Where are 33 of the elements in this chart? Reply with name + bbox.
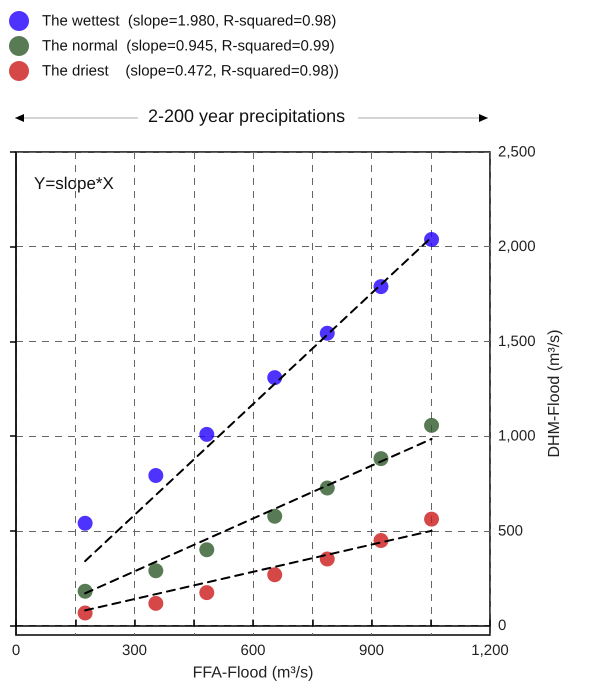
point <box>267 508 282 524</box>
point <box>267 567 282 582</box>
annotation: Y=slope*X <box>34 174 114 193</box>
point <box>424 232 440 248</box>
x-tick-label: 1,200 <box>471 642 509 659</box>
point <box>199 542 214 558</box>
x-tick-label: 900 <box>358 642 384 659</box>
x-tick-label: 300 <box>122 642 148 659</box>
point <box>148 468 164 484</box>
point <box>267 370 282 386</box>
point <box>148 596 164 611</box>
y-tick-label: 0 <box>498 617 506 634</box>
point <box>78 516 93 531</box>
y-tick-label: 1,000 <box>498 428 536 445</box>
text: 2-200 year precipitations <box>148 106 346 126</box>
point <box>320 552 335 567</box>
point <box>424 512 440 527</box>
point <box>424 418 440 433</box>
y-tick-label: 2,500 <box>498 144 536 160</box>
legend-label: The wettest (slope=1.980, R-squared=0.98) <box>42 12 336 30</box>
x-tick-label: 600 <box>240 642 266 659</box>
point <box>199 426 214 442</box>
y-axis-title: DHM-Flood (m³/s) <box>546 330 563 458</box>
legend-label: The normal (slope=0.945, R-squared=0.99) <box>42 38 335 54</box>
x-axis-title: FFA-Flood (m³/s) <box>192 664 314 682</box>
point <box>148 563 164 578</box>
legend-label: The driest (slope=0.472, R-squared=0.98)) <box>42 62 339 80</box>
y-tick-label: 2,000 <box>498 238 536 256</box>
x-tick-label: 0 <box>12 642 20 659</box>
point <box>78 606 93 621</box>
point <box>199 585 214 600</box>
y-tick-label: 500 <box>498 522 524 540</box>
y-tick-label: 1,500 <box>498 332 536 350</box>
